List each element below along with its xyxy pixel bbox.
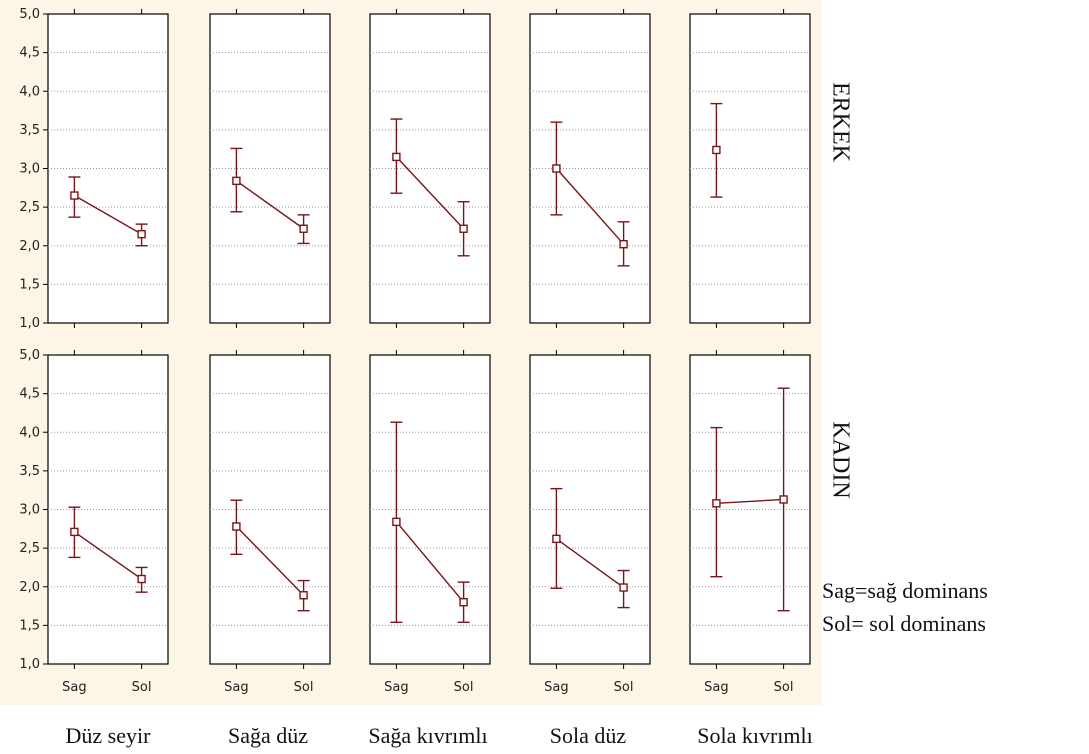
y-tick-label: 2,5 (19, 200, 40, 215)
mean-point (619, 240, 628, 249)
series-line (555, 538, 625, 589)
y-tick-label: 4,0 (19, 84, 40, 99)
x-tick-label: Sol (132, 680, 152, 695)
x-tick-label: Sag (224, 680, 248, 695)
y-tick-label: 4,5 (19, 46, 40, 61)
y-tick-label: 3,0 (19, 503, 40, 518)
panel (369, 9, 491, 328)
mean-point (712, 499, 721, 508)
legend-note-line: Sag=sağ dominans (822, 578, 988, 603)
y-tick-label: 4,5 (19, 387, 40, 402)
condition-label: Sola kıvrımlı (697, 723, 813, 748)
y-tick-label: 1,5 (19, 277, 40, 292)
series-line (716, 498, 784, 505)
panel (369, 350, 491, 669)
condition-label: Düz seyir (66, 723, 152, 748)
x-tick-label: Sag (384, 680, 408, 695)
x-tick-label: Sol (774, 680, 794, 695)
panel (43, 9, 169, 328)
series-line (235, 526, 305, 596)
mean-point (299, 224, 308, 233)
panel (529, 9, 651, 328)
mean-point (619, 583, 628, 592)
mean-point (70, 527, 79, 537)
series-line (395, 156, 465, 230)
y-tick-label: 2,5 (19, 541, 40, 556)
mean-point (779, 495, 788, 504)
mean-point (137, 574, 146, 584)
y-tick-label: 1,0 (19, 657, 40, 672)
mean-point (459, 598, 468, 607)
mean-point (459, 224, 468, 233)
x-tick-label: Sol (614, 680, 634, 695)
mean-point (137, 229, 146, 239)
y-tick-label: 4,0 (19, 425, 40, 440)
condition-label: Sola düz (550, 723, 627, 748)
y-tick-label: 5,0 (19, 348, 40, 363)
condition-label: Sağa kıvrımlı (368, 723, 487, 748)
legend-note: Sag=sağ dominans Sol= sol dominans (822, 578, 988, 636)
panel (689, 350, 811, 669)
series-line (395, 521, 465, 603)
y-tick-label: 3,5 (19, 123, 40, 138)
mean-point (552, 164, 561, 173)
series-line (73, 531, 143, 580)
x-tick-label: Sol (294, 680, 314, 695)
y-tick-label: 2,0 (19, 580, 40, 595)
y-tick-label: 5,0 (19, 7, 40, 22)
panel (529, 350, 651, 669)
y-tick-label: 1,5 (19, 618, 40, 633)
mean-point (392, 517, 401, 527)
x-tick-label: Sag (544, 680, 568, 695)
mean-point (712, 145, 721, 155)
y-axis-labels: 1,0 1,5 2,0 2,5 3,0 3,5 4,0 4,5 5,0 1,0 1,5 2,0 2,5 3… (19, 7, 793, 695)
mean-point (232, 522, 241, 531)
panels (43, 9, 811, 669)
panel (689, 9, 811, 328)
panel (43, 350, 169, 669)
y-tick-label: 2,0 (19, 239, 40, 254)
x-tick-label: Sol (454, 680, 474, 695)
legend-note-line: Sol= sol dominans (822, 611, 986, 636)
row-labels: ERKEK KADIN (828, 82, 854, 499)
panel (209, 9, 331, 328)
row-label: KADIN (828, 421, 854, 498)
condition-label: Sağa düz (228, 723, 308, 748)
mean-point (299, 591, 308, 600)
series-line (235, 180, 305, 230)
series-line (555, 168, 625, 245)
mean-point (552, 534, 561, 544)
condition-labels: Düz seyir Sağa düz Sağa kıvrımlı Sola düz So… (66, 723, 813, 748)
mean-point (392, 152, 401, 162)
y-tick-label: 3,0 (19, 162, 40, 177)
y-tick-label: 3,5 (19, 464, 40, 479)
mean-point (232, 176, 241, 186)
series-line (74, 194, 142, 235)
mean-point (70, 191, 79, 200)
panel (209, 350, 331, 669)
y-tick-label: 1,0 (19, 316, 40, 331)
x-tick-label: Sag (62, 680, 86, 695)
x-tick-label: Sag (704, 680, 728, 695)
row-label: ERKEK (828, 82, 854, 163)
